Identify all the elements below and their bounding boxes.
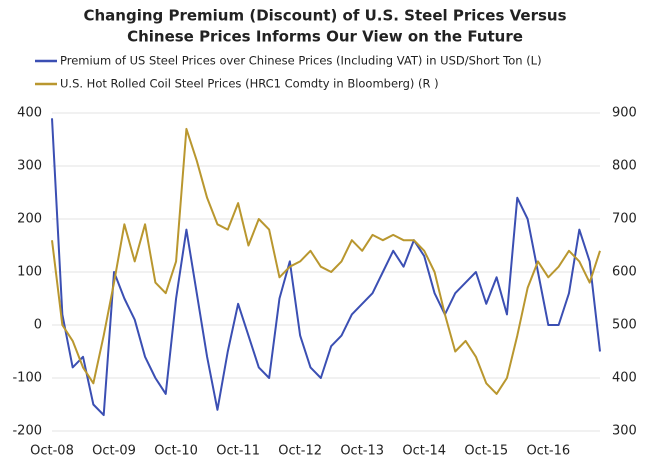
x-tick-label: Oct-09 (92, 444, 136, 459)
y2-tick-label: 700 (612, 212, 637, 227)
chart-title: Chinese Prices Informs Our View on the F… (127, 28, 523, 46)
chart-title: Changing Premium (Discount) of U.S. Stee… (83, 7, 566, 25)
y-tick-label: 100 (17, 265, 42, 280)
y2-tick-label: 500 (612, 318, 637, 333)
x-tick-label: Oct-10 (154, 444, 198, 459)
y-tick-label: 400 (17, 106, 42, 121)
legend-label: U.S. Hot Rolled Coil Steel Prices (HRC1 … (60, 77, 439, 91)
legend-label: Premium of US Steel Prices over Chinese … (60, 54, 542, 68)
x-tick-label: Oct-12 (278, 444, 322, 459)
y-tick-label: 200 (17, 212, 42, 227)
x-tick-label: Oct-13 (340, 444, 384, 459)
x-tick-label: Oct-08 (30, 444, 74, 459)
x-tick-label: Oct-16 (526, 444, 570, 459)
y2-tick-label: 900 (612, 106, 637, 121)
y2-tick-label: 600 (612, 265, 637, 280)
y2-tick-label: 300 (612, 424, 637, 439)
data-line (51, 127, 601, 395)
y-tick-label: 300 (17, 159, 42, 174)
y2-tick-label: 400 (612, 371, 637, 386)
x-tick-label: Oct-15 (464, 444, 508, 459)
y-tick-label: 0 (34, 318, 42, 333)
x-tick-label: Oct-14 (402, 444, 446, 459)
x-tick-label: Oct-11 (216, 444, 260, 459)
y2-tick-label: 800 (612, 159, 637, 174)
y-tick-label: -200 (12, 424, 42, 439)
y-tick-label: -100 (12, 371, 42, 386)
data-line (51, 118, 601, 417)
